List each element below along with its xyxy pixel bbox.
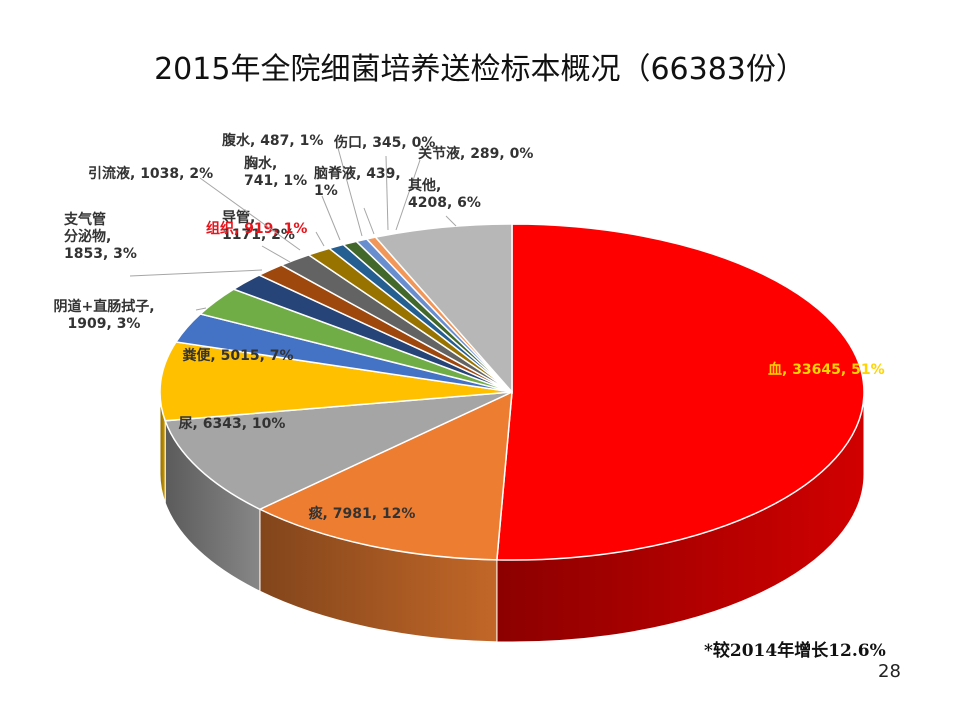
label-尿: 尿, 6343, 10%	[179, 416, 286, 432]
page-number: 28	[878, 661, 901, 682]
leader-line-阴道+直肠拭子	[195, 307, 207, 311]
leader-line-引流液	[199, 177, 301, 251]
label-脑脊液: 脑脊液, 439, 1%	[314, 165, 401, 199]
leader-line-组织	[315, 231, 325, 247]
label-关节液: 关节液, 289, 0%	[418, 145, 533, 162]
label-胸水: 胸水, 741, 1%	[244, 155, 307, 189]
label-伤口: 伤口, 345, 0%	[333, 134, 435, 151]
pie-side-walls	[159, 391, 865, 643]
pie-top	[159, 223, 865, 561]
label-血: 血, 33645, 51%	[768, 361, 885, 378]
leader-line-腹水	[337, 147, 363, 237]
leader-line-关节液	[395, 159, 421, 231]
label-引流液: 引流液, 1038, 2%	[88, 165, 213, 182]
chart-title: 2015年全院细菌培养送检标本概况（66383份）	[154, 52, 806, 87]
pie-slice-其他	[374, 223, 513, 394]
label-导管: 导管, 1171, 2%	[222, 209, 295, 243]
leader-line-伤口	[385, 155, 389, 231]
label-腹水: 腹水, 487, 1%	[222, 132, 323, 149]
label-组织: 组织, 919, 1%	[206, 220, 307, 237]
pie-slice-血	[496, 223, 865, 561]
label-粪便: 粪便, 5015, 7%	[182, 347, 293, 364]
leader-line-导管	[261, 245, 291, 263]
leader-line-脑脊液	[363, 207, 375, 235]
label-痰: 痰, 7981, 12%	[309, 505, 416, 522]
label-阴道+直肠拭子: 阴道+直肠拭子, 1909, 3%	[53, 298, 154, 332]
pie-labels: 血, 33645, 51% 痰, 7981, 12% 尿, 6343, 10% 粪便,…	[53, 132, 884, 522]
pie-slice-尿	[164, 391, 513, 511]
footnote: *较2014年增长12.6%	[704, 641, 886, 661]
pie-slice-痰	[258, 390, 513, 561]
leader-line-胸水	[321, 195, 341, 241]
pie-slice-粪便	[159, 341, 513, 422]
label-支气管分泌物: 支气管分泌物, 1853, 3%	[63, 211, 137, 262]
label-其他: 其他, 4208, 6%	[408, 177, 481, 211]
leader-line-支气管分泌物	[129, 269, 263, 277]
leader-line-其他	[445, 215, 457, 227]
